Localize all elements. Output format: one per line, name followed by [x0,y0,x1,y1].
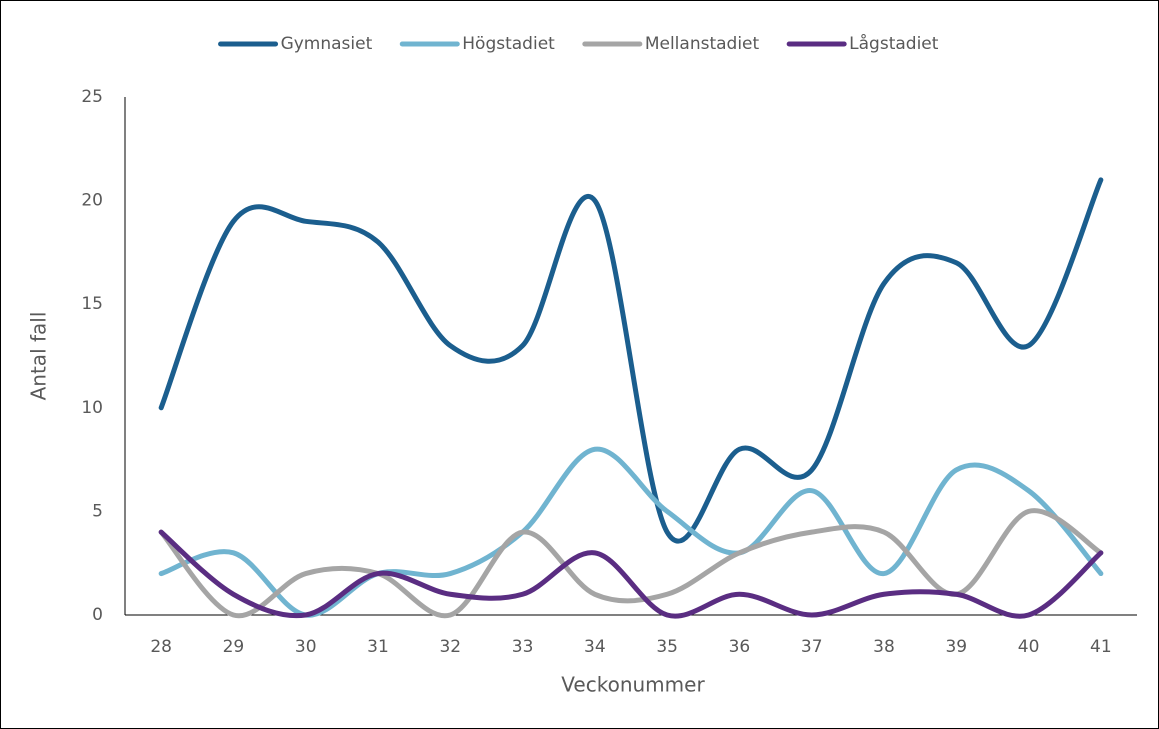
legend-label: Lågstadiet [849,33,939,54]
x-tick-label: 40 [1018,637,1040,657]
x-tick-label: 39 [945,637,967,657]
y-tick-label: 15 [81,294,103,314]
x-tick-label: 32 [439,637,461,657]
y-tick-label: 5 [92,501,103,521]
legend-label: Gymnasiet [281,34,373,54]
x-axis-title: Veckonummer [561,673,705,697]
y-tick-label: 10 [81,398,103,418]
x-tick-label: 34 [584,637,606,657]
x-tick-label: 35 [656,637,678,657]
x-tick-label: 38 [873,637,895,657]
x-tick-label: 41 [1090,637,1112,657]
legend-label: Högstadiet [462,34,555,54]
x-tick-label: 33 [512,637,534,657]
x-tick-label: 31 [367,637,389,657]
y-tick-label: 20 [81,191,103,211]
x-tick-label: 29 [223,637,245,657]
legend-label: Mellanstadiet [645,34,760,54]
series-line [158,529,1104,619]
x-tick-label: 36 [729,637,751,657]
x-tick-label: 30 [295,637,317,657]
y-tick-label: 0 [92,605,103,625]
x-tick-label: 37 [801,637,823,657]
y-axis-title: Antal fall [27,312,51,401]
x-tick-label: 28 [150,637,172,657]
series-line [158,177,1104,544]
y-tick-label: 25 [81,87,103,107]
